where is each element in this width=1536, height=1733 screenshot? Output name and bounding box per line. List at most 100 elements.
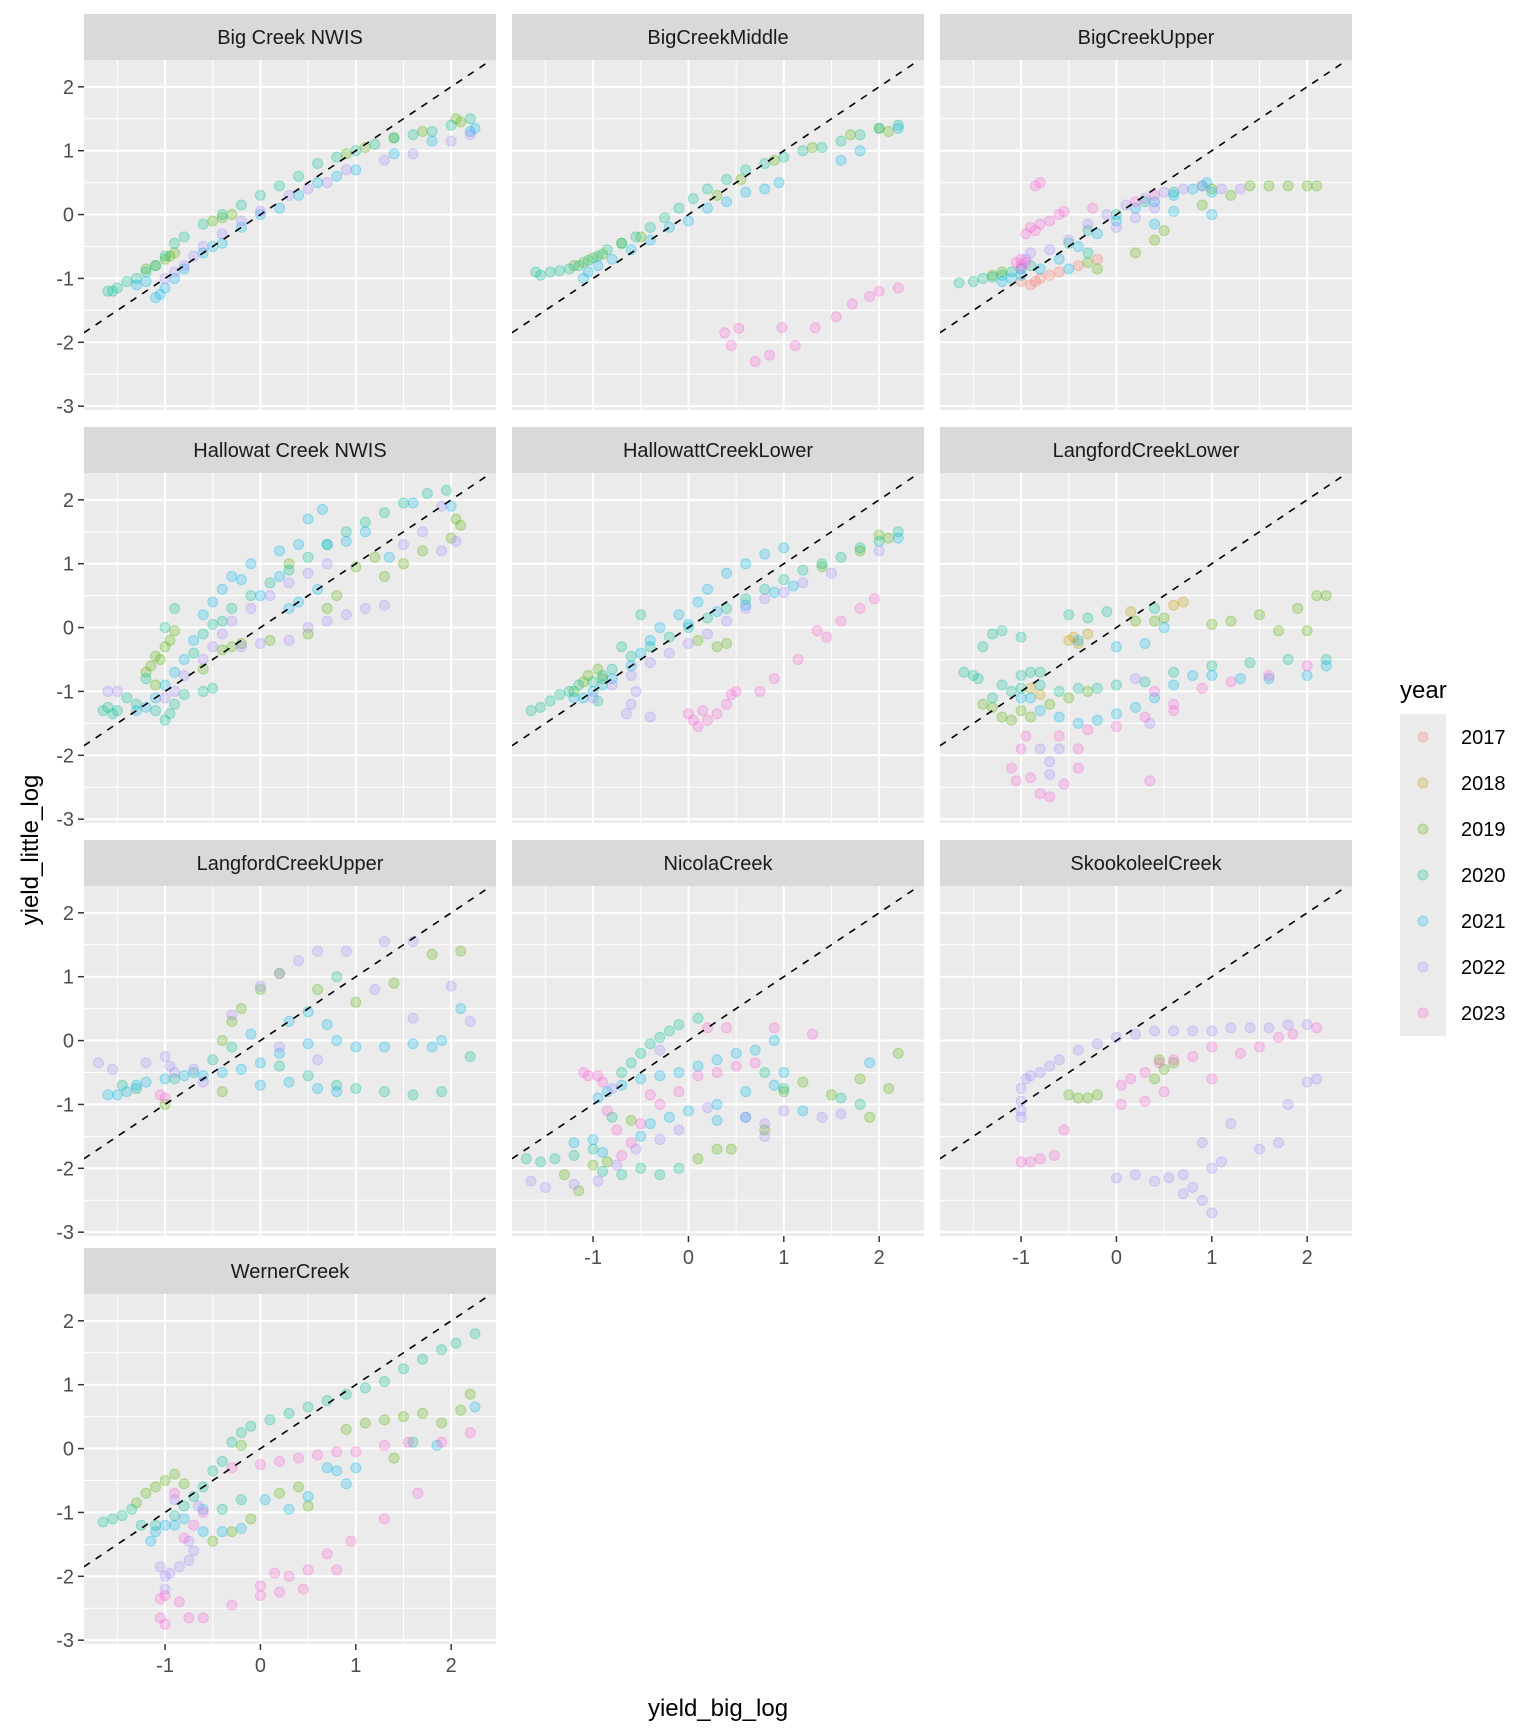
data-point-2022 — [644, 711, 656, 723]
data-point-2021 — [259, 1494, 271, 1506]
data-point-2020 — [778, 574, 790, 586]
data-point-2021 — [711, 1114, 723, 1126]
data-point-2020 — [630, 231, 642, 243]
data-point-2022 — [539, 1181, 551, 1193]
data-point-2023 — [1125, 1073, 1137, 1085]
data-point-2022 — [235, 215, 247, 227]
data-point-2019 — [159, 1474, 171, 1486]
data-point-2022 — [1082, 218, 1094, 230]
reference-line-1to1 — [84, 473, 492, 747]
data-point-2022 — [1025, 1070, 1037, 1082]
data-point-2021 — [635, 1073, 647, 1085]
data-point-2022 — [1168, 1025, 1180, 1037]
data-point-2019 — [1282, 180, 1294, 192]
data-point-2019 — [735, 173, 747, 185]
y-tick-label: 2 — [63, 903, 74, 925]
data-point-2020 — [264, 1414, 276, 1426]
data-point-2020 — [178, 689, 190, 701]
data-point-2022 — [111, 685, 123, 697]
data-point-2022 — [173, 1561, 185, 1573]
data-point-2022 — [378, 936, 390, 948]
data-point-2019 — [582, 669, 594, 681]
data-point-2022 — [164, 1060, 176, 1072]
legend-label: 2020 — [1461, 865, 1506, 887]
data-point-2019 — [711, 1143, 723, 1155]
data-point-2021 — [635, 647, 647, 659]
data-point-2021 — [673, 1066, 685, 1078]
data-point-2020 — [1168, 666, 1180, 678]
data-point-2022 — [1063, 234, 1075, 246]
y-tick-label: -3 — [56, 809, 74, 831]
data-point-2019 — [1130, 615, 1142, 627]
data-point-2019 — [1158, 612, 1170, 624]
data-point-2023 — [1168, 1054, 1180, 1066]
data-point-2020 — [587, 676, 599, 688]
data-point-2020 — [996, 625, 1008, 637]
data-point-2023 — [682, 708, 694, 720]
points-layer — [525, 526, 904, 733]
facet-panel: BigCreekMiddle — [512, 14, 924, 410]
data-point-2022 — [197, 1076, 209, 1088]
data-point-2023 — [806, 1028, 818, 1040]
data-point-2023 — [1206, 1073, 1218, 1085]
y-tick-label: -3 — [56, 1222, 74, 1244]
data-point-2021 — [159, 1519, 171, 1531]
data-point-2019 — [578, 256, 590, 268]
facet-panels: Big Creek NWIS -3 -2 -1 0 1 2 BigCreekMiddle Big… — [56, 14, 1352, 1677]
legend-label: 2017 — [1461, 727, 1506, 749]
data-point-2022 — [759, 1118, 771, 1130]
data-point-2023 — [1015, 260, 1027, 272]
data-point-2023 — [1130, 196, 1142, 208]
data-point-2022 — [183, 1554, 195, 1566]
data-point-2023 — [312, 1449, 324, 1461]
data-point-2021 — [597, 1146, 609, 1158]
data-point-2020 — [967, 669, 979, 681]
data-point-2020 — [635, 609, 647, 621]
gridlines — [84, 886, 496, 1236]
data-point-2023 — [1139, 1066, 1151, 1078]
data-point-2020 — [169, 237, 181, 249]
data-point-2022 — [321, 177, 333, 189]
data-point-2020 — [549, 1153, 561, 1165]
data-point-2023 — [1029, 225, 1041, 237]
data-point-2023 — [1144, 775, 1156, 787]
data-point-2019 — [1206, 183, 1218, 195]
data-point-2021 — [464, 126, 476, 138]
data-point-2021 — [1320, 660, 1332, 672]
facet-strip — [84, 427, 496, 473]
data-point-2019 — [216, 1035, 228, 1047]
data-point-2020 — [302, 1401, 314, 1413]
data-point-2019 — [873, 529, 885, 541]
data-point-2020 — [835, 1092, 847, 1104]
data-point-2020 — [673, 1162, 685, 1174]
data-point-2021 — [197, 609, 209, 621]
data-point-2023 — [1072, 762, 1084, 774]
legend-item-2019: 2019 — [1400, 806, 1506, 852]
data-point-2020 — [835, 551, 847, 563]
data-point-2023 — [1058, 1124, 1070, 1136]
data-point-2020 — [673, 1019, 685, 1031]
data-point-2023 — [725, 689, 737, 701]
data-point-2020 — [207, 618, 219, 630]
data-point-2019 — [854, 1073, 866, 1085]
data-point-2020 — [102, 701, 114, 713]
data-point-2022 — [759, 593, 771, 605]
data-point-2023 — [1020, 228, 1032, 240]
x-tick-label: 0 — [683, 1247, 694, 1269]
data-point-2020 — [892, 119, 904, 131]
facet-title: LangfordCreekUpper — [197, 853, 384, 875]
legend: year 2017 2018 2019 2020 2021 2022 2023 — [1400, 677, 1506, 1036]
data-point-2022 — [450, 535, 462, 547]
data-point-2019 — [1063, 1089, 1075, 1101]
data-point-2022 — [630, 1143, 642, 1155]
data-point-2021 — [1025, 692, 1037, 704]
data-point-2020 — [340, 526, 352, 538]
data-point-2019 — [601, 1156, 613, 1168]
data-point-2020 — [302, 551, 314, 563]
legend-label: 2021 — [1461, 911, 1506, 933]
reference-line-1to1 — [940, 60, 1348, 334]
data-point-2019 — [977, 698, 989, 710]
legend-key — [1400, 898, 1446, 944]
data-point-2020 — [854, 542, 866, 554]
legend-key — [1400, 944, 1446, 990]
